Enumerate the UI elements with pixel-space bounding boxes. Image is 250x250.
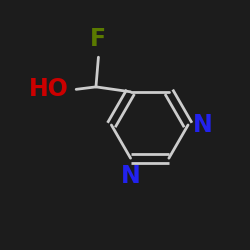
Text: HO: HO (29, 77, 69, 101)
Text: F: F (90, 27, 106, 51)
Text: N: N (193, 113, 213, 137)
Text: N: N (121, 164, 141, 188)
